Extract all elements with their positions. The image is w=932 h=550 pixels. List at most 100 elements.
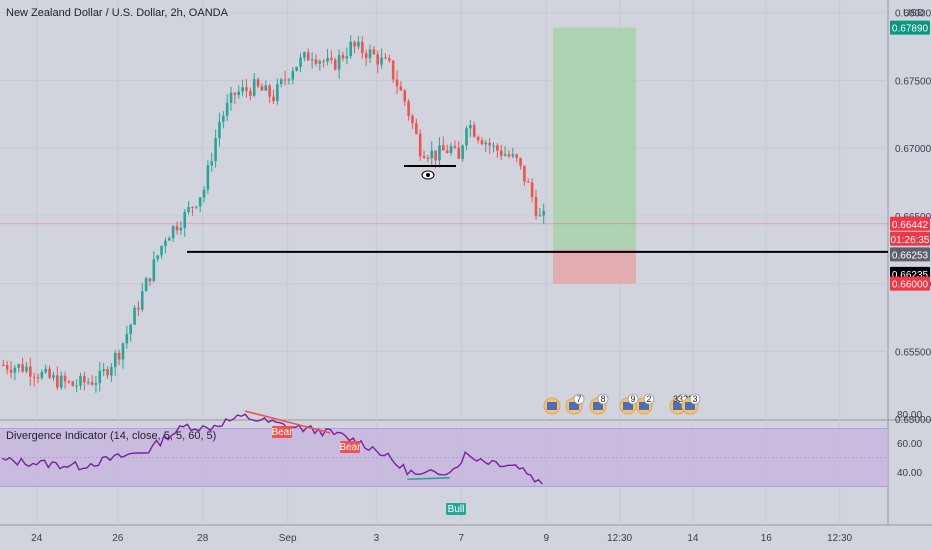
candle-body xyxy=(526,181,530,183)
candle-body xyxy=(140,291,144,310)
event-count: 7 xyxy=(576,394,581,404)
candle-body xyxy=(449,146,453,153)
candle-body xyxy=(503,154,507,156)
candle-body xyxy=(511,154,515,157)
candle-body xyxy=(411,115,414,124)
candle-body xyxy=(523,165,526,182)
candle-body xyxy=(260,86,264,91)
candle-body xyxy=(187,206,190,213)
candle-body xyxy=(144,278,148,292)
candle-body xyxy=(256,79,260,87)
loss-zone[interactable] xyxy=(553,249,636,284)
candle-body xyxy=(360,41,364,54)
candle-body xyxy=(469,125,472,129)
candle-body xyxy=(295,66,298,71)
candle-body xyxy=(191,206,194,208)
candle-body xyxy=(407,101,410,116)
candle-body xyxy=(534,197,538,216)
candle-body xyxy=(457,147,461,159)
candle-body xyxy=(492,145,495,147)
candle-body xyxy=(48,368,51,378)
candle-body xyxy=(291,70,295,80)
candle-body xyxy=(272,96,275,102)
candle-body xyxy=(434,150,437,161)
candle-body xyxy=(496,145,499,151)
candle-body xyxy=(63,375,67,382)
candle-body xyxy=(507,154,511,157)
entry-price-tag: 0.66253 xyxy=(892,250,929,261)
candle-body xyxy=(268,85,271,97)
candle-body xyxy=(453,146,457,148)
candle-body xyxy=(415,123,418,134)
candle-body xyxy=(9,369,13,373)
candle-body xyxy=(530,182,534,198)
stop-price-tag: 0.66000 xyxy=(892,280,929,291)
current-price-tag-bg xyxy=(890,216,930,231)
price-tick-label: 0.65000 xyxy=(895,415,932,426)
candle-body xyxy=(17,364,21,368)
candle-body xyxy=(337,55,341,70)
indicator-title: Divergence Indicator (14, close, 5, 5, 6… xyxy=(6,430,216,442)
indicator-tick-label: 80.00 xyxy=(897,410,922,421)
candle-body xyxy=(75,385,78,387)
candle-body xyxy=(183,212,187,228)
candle-body xyxy=(117,352,121,360)
flag-stripe-icon xyxy=(547,402,557,410)
time-tick-label: 12:30 xyxy=(607,533,632,544)
candle-body xyxy=(156,255,159,260)
candle-body xyxy=(318,61,322,64)
candle-body xyxy=(380,57,383,65)
candle-body xyxy=(303,52,306,58)
candle-body xyxy=(214,138,217,162)
candle-body xyxy=(418,133,422,157)
event-count-badge xyxy=(627,393,639,405)
price-tick-label: 0.67000 xyxy=(895,144,932,155)
divergence-line xyxy=(1,413,543,485)
candle-body xyxy=(484,142,488,145)
candle-body xyxy=(364,53,368,59)
candle-body xyxy=(372,49,376,55)
candle-body xyxy=(279,79,283,85)
current-price-tag: 0.66442 xyxy=(892,220,929,231)
candle-body xyxy=(515,154,518,159)
candle-body xyxy=(438,145,441,161)
time-tick-label: 28 xyxy=(197,533,209,544)
indicator-tick-label: 60.00 xyxy=(897,439,922,450)
candle-body xyxy=(480,140,484,145)
candle-body xyxy=(465,128,468,146)
bear-divergence-line xyxy=(244,410,331,434)
candle-body xyxy=(40,372,44,379)
candle-body xyxy=(198,197,202,207)
bull-label-box xyxy=(446,503,466,515)
profit-zone[interactable] xyxy=(553,27,636,250)
flag-stripe-icon xyxy=(623,402,633,410)
candle-body xyxy=(430,150,434,159)
candle-body xyxy=(164,240,167,246)
candle-body xyxy=(341,55,345,59)
candle-body xyxy=(322,61,325,63)
bull-divergence-line xyxy=(407,477,450,481)
candle-body xyxy=(306,52,310,61)
flag-stripe-icon xyxy=(673,402,683,410)
event-count-badge xyxy=(643,393,655,405)
time-tick-label: 3 xyxy=(374,533,380,544)
candle-body xyxy=(472,125,476,137)
candle-body xyxy=(210,161,214,166)
candle-body xyxy=(249,90,252,96)
candle-body xyxy=(333,59,337,70)
event-count: 8 xyxy=(600,394,605,404)
candle-body xyxy=(476,136,480,141)
candle-body xyxy=(330,57,333,60)
candle-body xyxy=(148,278,152,281)
candle-body xyxy=(299,57,302,67)
flag-stripe-icon xyxy=(569,402,579,410)
candle-body xyxy=(252,79,256,96)
candle-body xyxy=(25,366,28,372)
time-tick-label: 9 xyxy=(543,533,549,544)
candle-body xyxy=(133,307,136,325)
time-tick-label: 24 xyxy=(31,533,43,544)
time-tick-label: 7 xyxy=(459,533,465,544)
bear-label-box xyxy=(340,441,360,453)
